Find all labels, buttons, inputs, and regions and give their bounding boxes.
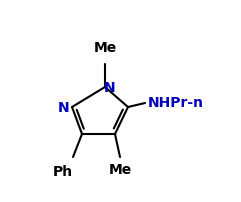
Text: N: N [104,81,116,95]
Text: Me: Me [108,162,132,176]
Text: Ph: Ph [53,164,73,178]
Text: N: N [58,101,70,115]
Text: Me: Me [93,41,117,55]
Text: NHPr-n: NHPr-n [148,96,204,109]
